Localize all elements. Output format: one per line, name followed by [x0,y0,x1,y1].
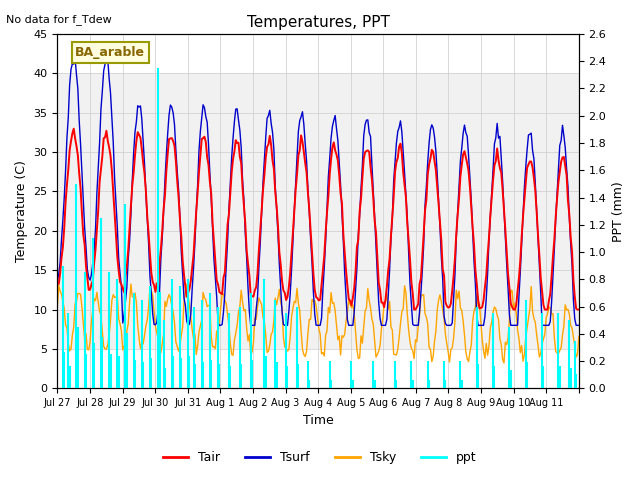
Title: Temperatures, PPT: Temperatures, PPT [246,15,390,30]
Text: No data for f_Tdew: No data for f_Tdew [6,14,112,25]
Legend: Tair, Tsurf, Tsky, ppt: Tair, Tsurf, Tsky, ppt [158,446,482,469]
Text: BA_arable: BA_arable [76,46,145,59]
X-axis label: Time: Time [303,414,333,427]
Y-axis label: PPT (mm): PPT (mm) [612,181,625,241]
Bar [58,73,579,349]
Y-axis label: Temperature (C): Temperature (C) [15,160,28,262]
